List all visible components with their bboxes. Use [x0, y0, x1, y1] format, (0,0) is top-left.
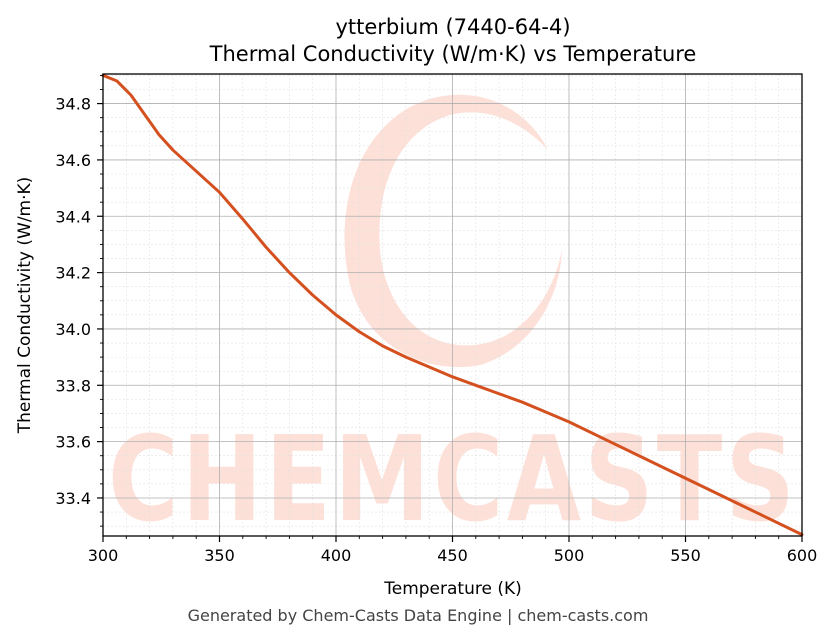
watermark-text: CHEMCASTS	[108, 410, 798, 548]
x-tick-labels: 300 350 400 450 500 550 600	[88, 546, 818, 565]
x-tick-label: 400	[321, 546, 352, 565]
x-tick-label: 600	[787, 546, 818, 565]
y-axis-label: Thermal Conductivity (W/m·K)	[15, 177, 35, 435]
series-line-0	[101, 73, 804, 537]
y-tick-labels: 33.4 33.6 33.8 34.0 34.2 34.4 34.6 34.8	[55, 95, 91, 508]
axis-ticks	[97, 74, 803, 542]
x-tick-label: 450	[437, 546, 468, 565]
y-tick-label: 34.0	[55, 320, 91, 339]
y-tick-label: 33.6	[55, 433, 91, 452]
x-axis-label: Temperature (K)	[383, 579, 522, 599]
y-tick-label: 33.4	[55, 489, 91, 508]
chart-title: ytterbium (7440-64-4)	[335, 15, 570, 39]
chart-subtitle: Thermal Conductivity (W/m·K) vs Temperat…	[209, 42, 697, 66]
series-layer	[101, 73, 804, 537]
x-tick-label: 550	[670, 546, 701, 565]
y-tick-label: 34.8	[55, 95, 91, 114]
y-tick-label: 34.6	[55, 151, 91, 170]
y-tick-label: 33.8	[55, 376, 91, 395]
y-tick-label: 34.4	[55, 207, 91, 226]
x-tick-label: 300	[88, 546, 119, 565]
footer-credit: Generated by Chem-Casts Data Engine | ch…	[187, 606, 649, 625]
x-tick-label: 500	[554, 546, 585, 565]
x-tick-label: 350	[204, 546, 235, 565]
watermark-swirl	[344, 94, 562, 368]
y-tick-label: 34.2	[55, 264, 91, 283]
chemcasts-watermark: CHEMCASTS	[108, 94, 798, 548]
